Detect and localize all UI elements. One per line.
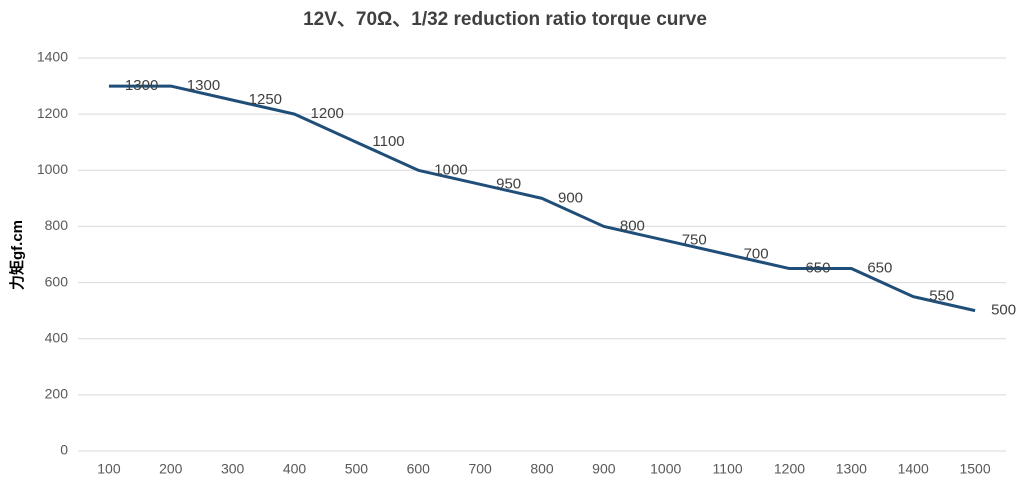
x-tick-label: 1200: [774, 461, 805, 477]
y-tick-label: 400: [45, 329, 69, 345]
x-tick-label: 1300: [836, 461, 867, 477]
data-label: 1300: [187, 77, 220, 94]
data-label: 1300: [125, 77, 158, 94]
x-tick-label: 300: [221, 461, 245, 477]
y-tick-label: 1400: [37, 49, 68, 65]
data-label: 650: [867, 260, 892, 277]
x-tick-label: 400: [283, 461, 307, 477]
data-label: 550: [929, 288, 954, 305]
data-label: 1250: [249, 91, 282, 108]
x-tick-label: 100: [97, 461, 121, 477]
data-label: 900: [558, 189, 583, 206]
x-tick-label: 500: [345, 461, 369, 477]
x-tick-label: 1400: [898, 461, 929, 477]
x-tick-label: 1000: [650, 461, 681, 477]
data-label: 650: [805, 260, 830, 277]
x-tick-label: 900: [592, 461, 616, 477]
x-tick-label: 700: [468, 461, 492, 477]
y-tick-label: 1000: [37, 161, 68, 177]
data-label: 700: [744, 245, 769, 262]
y-axis-label: 力矩gf.cm: [8, 220, 26, 290]
x-tick-label: 600: [407, 461, 431, 477]
series-line: [108, 84, 976, 313]
y-tick-label: 800: [45, 217, 69, 233]
x-tick-label: 800: [530, 461, 554, 477]
data-label: 750: [682, 231, 707, 248]
x-tick-label: 1500: [959, 461, 990, 477]
data-label: 1000: [434, 161, 467, 178]
chart-title: 12V、70Ω、1/32 reduction ratio torque curv…: [303, 9, 707, 30]
y-tick-label: 600: [45, 273, 69, 289]
x-tick-label: 200: [159, 461, 183, 477]
x-tick-label: 1100: [713, 461, 743, 477]
y-tick-label: 0: [60, 442, 68, 458]
data-label: 500: [991, 302, 1016, 319]
data-label: 800: [620, 217, 645, 234]
y-tick-label: 1200: [37, 105, 68, 121]
y-tick-label: 200: [45, 386, 69, 402]
data-label: 950: [496, 175, 521, 192]
data-label: 1100: [372, 133, 404, 150]
data-label: 1200: [311, 105, 344, 122]
